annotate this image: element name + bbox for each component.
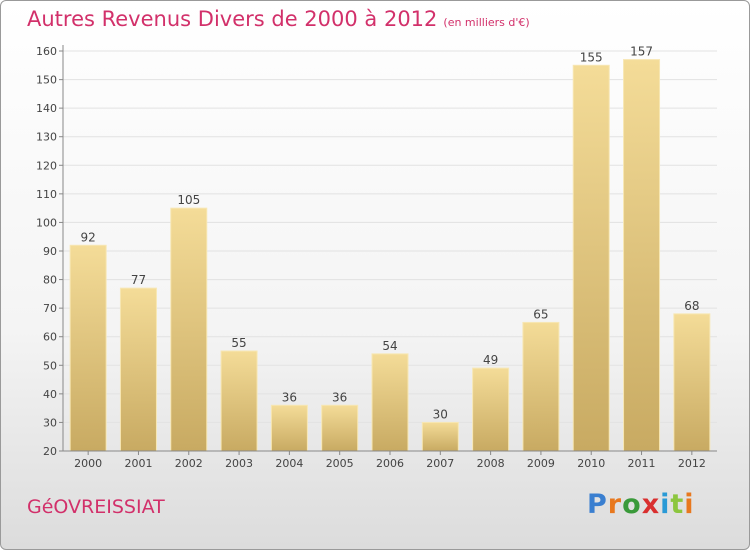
bar [270,404,308,452]
x-tick-label: 2002 [175,457,203,470]
y-tick-label: 50 [43,359,57,372]
y-tick-label: 150 [36,74,57,87]
bar [623,59,661,452]
value-label: 65 [533,307,548,321]
bar [572,64,610,452]
x-tick-label: 2009 [527,457,555,470]
y-tick-label: 140 [36,102,57,115]
x-tick-label: 2000 [74,457,102,470]
logo-letter: P [587,489,608,520]
logo-letter: i [660,489,671,520]
y-tick-label: 160 [36,45,57,58]
x-tick-label: 2007 [426,457,454,470]
y-tick-label: 80 [43,274,57,287]
value-label: 157 [630,45,653,59]
x-tick-label: 2012 [678,457,706,470]
value-label: 36 [282,390,297,404]
x-tick-label: 2004 [275,457,303,470]
commune-name: GéOVREISSIAT [27,496,165,518]
bar [472,367,510,452]
y-tick-label: 70 [43,302,57,315]
x-tick-label: 2008 [477,457,505,470]
x-tick-label: 2005 [326,457,354,470]
y-tick-label: 30 [43,416,57,429]
value-label: 105 [177,193,200,207]
bar [371,353,409,452]
value-label: 36 [332,390,347,404]
title-text: Autres Revenus Divers de 2000 à 2012 [27,7,438,31]
y-tick-label: 120 [36,159,57,172]
logo-letter: o [622,489,642,520]
proxiti-logo: Proxiti [587,489,695,520]
value-label: 49 [483,353,498,367]
value-label: 55 [231,336,246,350]
y-tick-label: 130 [36,131,57,144]
chart-title: Autres Revenus Divers de 2000 à 2012 (en … [27,7,530,31]
value-label: 54 [382,339,397,353]
x-tick-label: 2003 [225,457,253,470]
y-tick-label: 100 [36,216,57,229]
y-tick-label: 90 [43,245,57,258]
title-unit: (en milliers d'€) [443,16,530,29]
bar [170,207,208,452]
x-tick-label: 2011 [628,457,656,470]
y-tick-label: 40 [43,388,57,401]
y-tick-label: 20 [43,445,57,458]
x-tick-label: 2001 [124,457,152,470]
bar [119,287,157,452]
bar [321,404,359,452]
bar [673,313,711,452]
value-label: 92 [81,230,96,244]
x-tick-label: 2006 [376,457,404,470]
logo-letter: x [641,489,661,520]
x-tick-label: 2010 [577,457,605,470]
logo-letter: t [670,489,685,520]
logo-letter: r [607,489,623,520]
y-tick-label: 60 [43,331,57,344]
bar [522,321,560,452]
logo-letter: i [684,489,695,520]
value-label: 30 [433,407,448,421]
value-label: 68 [684,299,699,313]
y-tick-label: 110 [36,188,57,201]
value-label: 77 [131,273,146,287]
bar [69,244,107,452]
bar [220,350,258,452]
bar [421,421,459,452]
value-label: 155 [580,50,603,64]
